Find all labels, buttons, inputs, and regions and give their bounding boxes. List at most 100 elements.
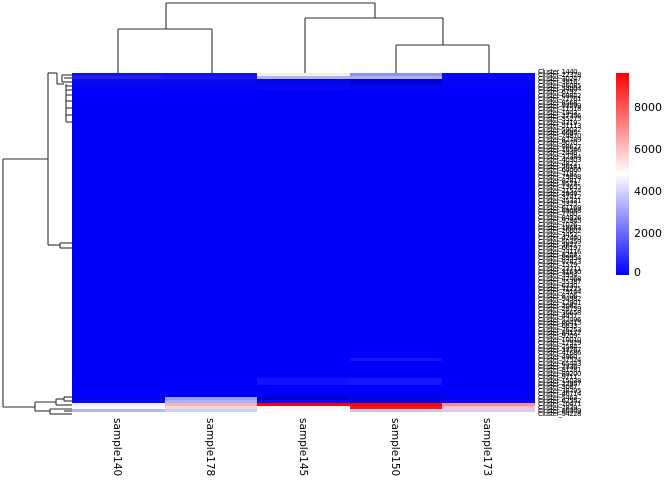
row-label: Cluster_9573 (538, 179, 578, 188)
row-label: Cluster_61169 (538, 203, 581, 212)
row-label: Cluster_69088 (538, 207, 581, 216)
heatmap-cell (257, 89, 350, 358)
row-label: Cluster_3087 (538, 383, 578, 392)
heatmap-cell (257, 361, 350, 378)
heatmap-cell (349, 378, 443, 385)
heatmap-cell (442, 78, 535, 82)
row-label: Cluster_89954 (538, 254, 581, 263)
row-label: Cluster_45331 (538, 196, 581, 205)
row-label: Cluster_89200 (538, 369, 581, 378)
heatmap-row-band (72, 408, 535, 412)
heatmap-cell (72, 405, 165, 409)
row-labels: Cluster_1440 Cluster_22328 Cluster_30247 Cl… (538, 68, 610, 419)
heatmap-cell (442, 76, 535, 79)
row-label: Cluster_12901 (538, 298, 581, 307)
color-key-tick-label: 4000 (634, 184, 662, 198)
heatmap-cell (442, 402, 535, 406)
row-label: Cluster_46085 (538, 81, 581, 90)
heatmap-row-band (72, 85, 535, 90)
row-label: Cluster_7700 (538, 210, 578, 219)
row-label: Cluster_5463 (538, 393, 578, 402)
heatmap-cell (442, 81, 535, 86)
row-label: Cluster_32384 (538, 152, 581, 161)
row-label: Cluster_17929 (538, 339, 581, 348)
heatmap-cell (257, 378, 350, 385)
row-label: Cluster_15038 (538, 376, 581, 385)
row-label: Cluster_66197 (538, 244, 581, 253)
row-label: Cluster_7197 (538, 169, 578, 178)
row-label: Cluster_5827 (538, 240, 578, 249)
heatmap-cell (164, 76, 258, 79)
row-label: Cluster_13655 (538, 183, 581, 192)
heatmap-cell (349, 402, 443, 406)
heatmap-cell (72, 78, 165, 82)
row-label: Cluster_6192 (538, 88, 578, 97)
row-label: Cluster_57524 (538, 356, 581, 365)
heatmap-cell (349, 81, 443, 86)
row-label: Cluster_2949 (538, 190, 578, 199)
heatmap-cell (257, 81, 350, 86)
heatmap-cell (164, 358, 258, 361)
row-label: Cluster_77761 (538, 95, 581, 104)
heatmap-cell (442, 85, 535, 90)
heatmap-row-band (72, 76, 535, 79)
heatmap-cell (164, 397, 258, 400)
row-label: Cluster_62552 (538, 396, 581, 405)
heatmap-cell (164, 81, 258, 86)
heatmap-cell (442, 397, 535, 400)
heatmap-cell (72, 408, 165, 412)
heatmap-row-band (72, 81, 535, 86)
heatmap-cell (72, 89, 165, 358)
row-label: Cluster_8568 (538, 98, 578, 107)
row-label: Cluster_31630 (538, 268, 581, 277)
row-label: Cluster_54004 (538, 84, 581, 93)
row-label: Cluster_94228 (538, 410, 581, 419)
heatmap-cell (72, 361, 165, 378)
row-label: Cluster_2082 (538, 301, 578, 310)
heatmap-cell (164, 78, 258, 82)
heatmap-cell (164, 408, 258, 412)
heatmap-cell (72, 85, 165, 90)
heatmap-cell (257, 73, 350, 76)
row-label: Cluster_79144 (538, 288, 581, 297)
heatmap-cell (257, 85, 350, 90)
heatmap-row-band (72, 397, 535, 400)
row-label: Cluster_22957 (538, 379, 581, 388)
heatmap-cell (257, 405, 350, 409)
row-label: Cluster_60415 (538, 318, 581, 327)
heatmap-cell (349, 405, 443, 409)
heatmap-cell (442, 385, 535, 397)
heatmap-cell (349, 397, 443, 400)
heatmap-row-band (72, 358, 535, 361)
row-label: Cluster_56141 (538, 162, 581, 171)
row-label: Cluster_21574 (538, 186, 581, 195)
heatmap-row-band (72, 361, 535, 378)
row-label: Cluster_10010 (538, 335, 581, 344)
row-label: Cluster_6330 (538, 281, 578, 290)
color-key-tick-label: 6000 (634, 142, 662, 156)
row-label: Cluster_4822 (538, 159, 578, 168)
row-label: Cluster_52496 (538, 315, 581, 324)
row-label: Cluster_1579 (538, 261, 578, 270)
heatmap-cell (164, 378, 258, 385)
row-label: Cluster_71225 (538, 285, 581, 293)
row-label: Cluster_2446 (538, 149, 578, 158)
row-label: Cluster_82789 (538, 135, 581, 144)
row-label: Cluster_64060 (538, 166, 581, 175)
row-label: Cluster_40303 (538, 156, 581, 165)
heatmap-cell (164, 89, 258, 358)
heatmap-body (72, 73, 535, 412)
row-label: Cluster_3452 (538, 230, 578, 239)
column-label: sample145 (297, 418, 309, 477)
row-label: Cluster_41686 (538, 349, 581, 358)
row-label: Cluster_79898 (538, 173, 581, 182)
row-label: Cluster_84926 (538, 213, 581, 222)
row-label: Cluster_1076 (538, 220, 578, 229)
heatmap-row-band (72, 402, 535, 406)
heatmap-cell (257, 76, 350, 79)
row-label: Cluster_3954 (538, 271, 578, 280)
row-label: Cluster_46714 (538, 390, 581, 399)
